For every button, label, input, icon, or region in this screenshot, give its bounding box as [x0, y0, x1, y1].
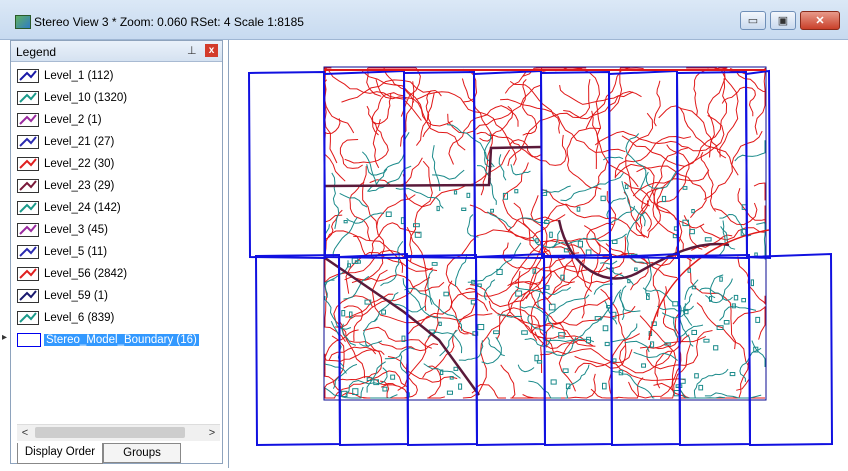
legend-item[interactable]: Level_2 (1)	[17, 109, 222, 131]
map-view[interactable]	[228, 40, 848, 468]
legend-item[interactable]: Level_24 (142)	[17, 197, 222, 219]
line-swatch-icon	[17, 157, 39, 171]
legend-item-label: Level_22 (30)	[42, 158, 116, 170]
legend-item-label: Level_21 (27)	[42, 136, 116, 148]
legend-item[interactable]: Level_6 (839)	[17, 307, 222, 329]
tab-groups[interactable]: Groups	[103, 443, 181, 463]
legend-item[interactable]: Level_3 (45)	[17, 219, 222, 241]
title-bar: Stereo View 3 * Zoom: 0.060 RSet: 4 Scal…	[0, 0, 848, 40]
legend-item[interactable]: Level_21 (27)	[17, 131, 222, 153]
legend-item[interactable]: Stereo_Model_Boundary (16)	[17, 329, 222, 351]
stereo-model-boundary	[249, 72, 325, 258]
legend-item-label: Level_2 (1)	[42, 114, 104, 126]
legend-item-label: Level_5 (11)	[42, 246, 109, 258]
legend-item[interactable]: Level_23 (29)	[17, 175, 222, 197]
legend-title: Legend	[16, 45, 56, 59]
legend-item-label: Level_3 (45)	[42, 224, 110, 236]
close-icon: ✕	[815, 14, 824, 27]
legend-item-label: Level_24 (142)	[42, 202, 123, 214]
line-swatch-icon	[17, 135, 39, 149]
legend-item[interactable]: Level_10 (1320)	[17, 87, 222, 109]
legend-item[interactable]: Level_5 (11)	[17, 241, 222, 263]
legend-item-label: Level_56 (2842)	[42, 268, 129, 280]
line-swatch-icon	[17, 223, 39, 237]
pin-icon[interactable]: ⊥	[187, 44, 197, 57]
legend-item[interactable]: Level_22 (30)	[17, 153, 222, 175]
tab-display-order[interactable]: Display Order	[17, 443, 103, 464]
line-swatch-icon	[17, 113, 39, 127]
minimize-button[interactable]: ▭	[740, 11, 766, 30]
legend-item[interactable]: Level_56 (2842)	[17, 263, 222, 285]
legend-header: Legend ⊥ x	[11, 41, 222, 62]
legend-item-label: Stereo_Model_Boundary (16)	[44, 334, 199, 346]
line-swatch-icon	[17, 201, 39, 215]
scroll-left-icon[interactable]: <	[17, 426, 33, 440]
legend-panel: Legend ⊥ x Level_1 (112)Level_10 (1320)L…	[10, 40, 223, 464]
line-swatch-icon	[17, 289, 39, 303]
maximize-button[interactable]: ▣	[770, 11, 796, 30]
legend-item-label: Level_10 (1320)	[42, 92, 129, 104]
minimize-icon: ▭	[748, 14, 758, 27]
line-swatch-icon	[17, 179, 39, 193]
map-canvas[interactable]	[229, 40, 848, 468]
line-swatch-icon	[17, 267, 39, 281]
line-swatch-icon	[17, 91, 39, 105]
line-swatch-icon	[17, 69, 39, 83]
legend-close-icon[interactable]: x	[205, 44, 218, 57]
legend-item-label: Level_1 (112)	[42, 70, 115, 82]
window-title: Stereo View 3 * Zoom: 0.060 RSet: 4 Scal…	[34, 15, 304, 29]
stereo-view-icon	[15, 15, 31, 29]
scrollbar-thumb[interactable]	[35, 427, 185, 438]
legend-list: Level_1 (112) Level_10 (1320) Level_2 (1) L…	[17, 65, 222, 365]
line-swatch-icon	[17, 245, 39, 259]
maximize-icon: ▣	[778, 14, 788, 27]
horizontal-scrollbar[interactable]: < >	[17, 424, 220, 441]
cursor-icon: ▸	[2, 332, 7, 343]
legend-item-label: Level_59 (1)	[42, 290, 110, 302]
legend-item[interactable]: Level_59 (1)	[17, 285, 222, 307]
close-button[interactable]: ✕	[800, 11, 840, 30]
scroll-right-icon[interactable]: >	[204, 426, 220, 440]
boundary-swatch-icon	[17, 333, 41, 347]
line-swatch-icon	[17, 311, 39, 325]
legend-item-label: Level_23 (29)	[42, 180, 116, 192]
legend-item-label: Level_6 (839)	[42, 312, 116, 324]
legend-item[interactable]: Level_1 (112)	[17, 65, 222, 87]
